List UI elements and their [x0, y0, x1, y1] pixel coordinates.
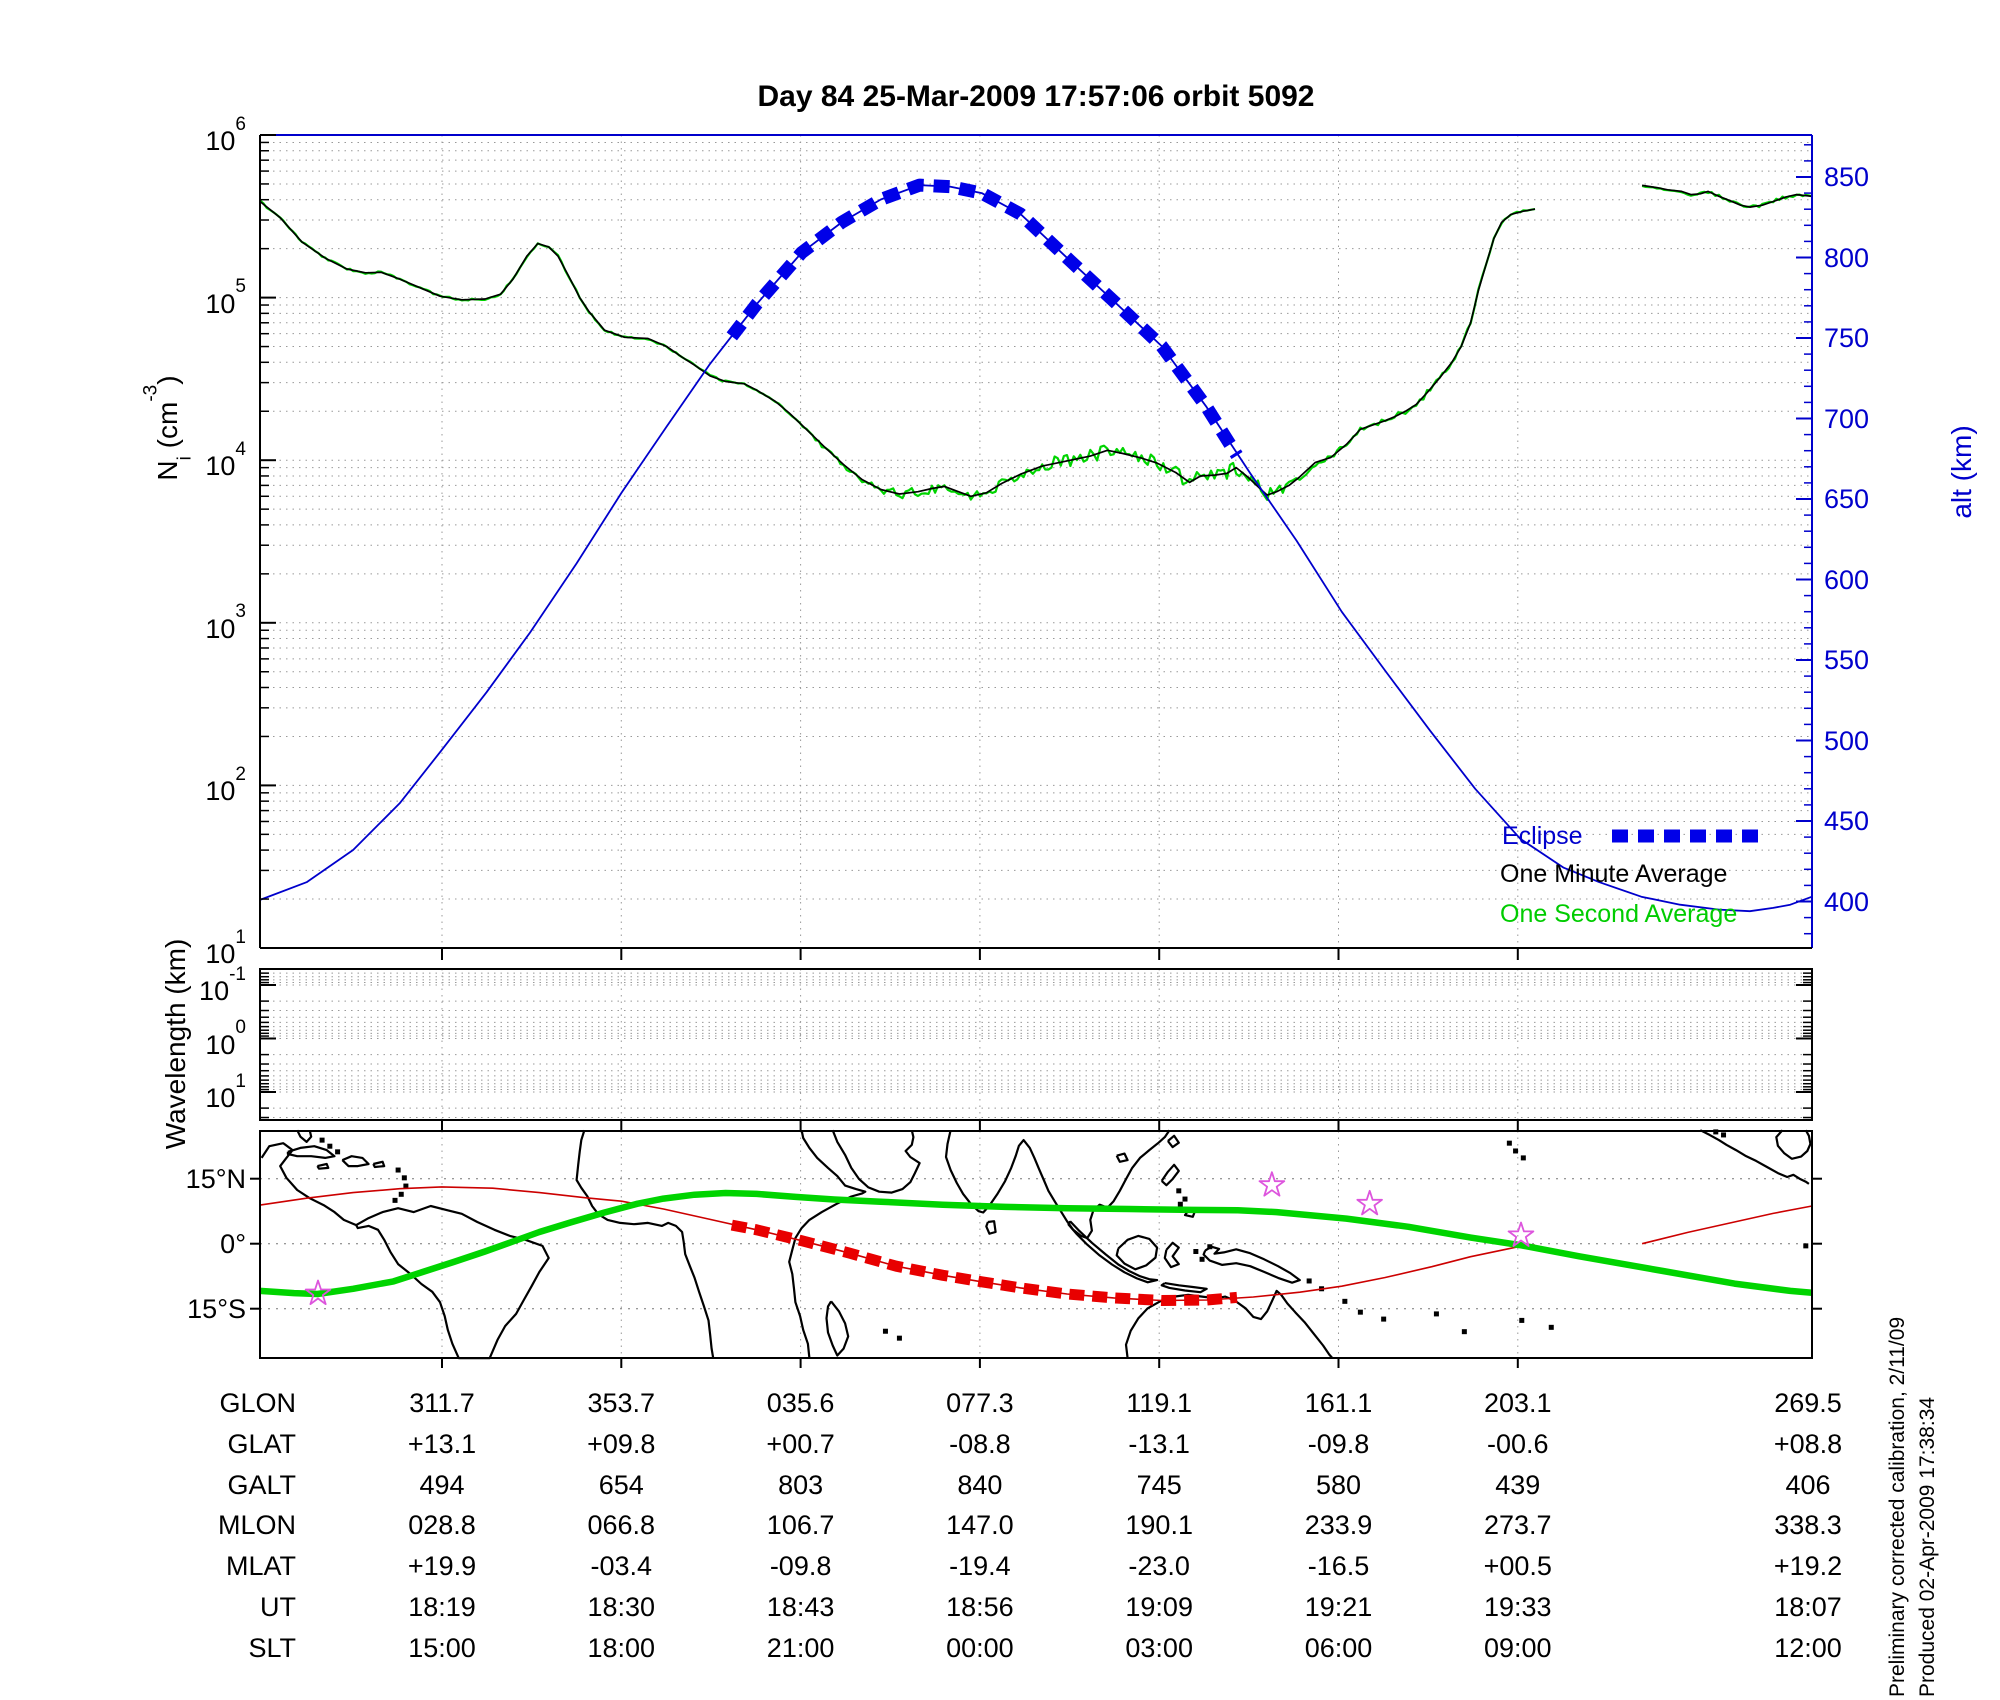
alt-tick-label: 850 [1824, 162, 1870, 192]
table-cell: 311.7 [409, 1388, 475, 1418]
legend-one-minute-label: One Minute Average [1500, 860, 1728, 888]
table-cell: 406 [1785, 1469, 1831, 1500]
legend-one-second-label: One Second Average [1500, 900, 1738, 928]
table-cell: 18:56 [946, 1592, 1014, 1622]
alt-tick-label: 650 [1824, 484, 1870, 514]
table-row-label: GALT [227, 1469, 296, 1500]
table-cell: 840 [957, 1469, 1003, 1500]
event-star-icon [1356, 1189, 1383, 1216]
ni-tick-label: 103 [205, 601, 246, 644]
table-cell: 147.0 [946, 1510, 1014, 1541]
table-cell: 077.3 [946, 1388, 1014, 1418]
table-cell: 106.7 [766, 1510, 835, 1541]
event-star-icon [1258, 1171, 1286, 1197]
alt-tick-label: 550 [1824, 645, 1870, 675]
table-cell: 580 [1315, 1469, 1362, 1500]
table-cell: +19.2 [1773, 1551, 1843, 1582]
table-row-label: MLON [217, 1510, 296, 1541]
table-cell: 203.1 [1484, 1388, 1552, 1418]
ni-tick-label: 106 [205, 113, 246, 156]
table-cell: -19.4 [949, 1551, 1011, 1582]
alt-tick-label: 500 [1824, 725, 1870, 756]
table-cell: 161.1 [1304, 1388, 1373, 1418]
table-cell: 03:00 [1125, 1632, 1193, 1663]
table-cell: 18:19 [408, 1592, 476, 1622]
table-row-label: UT [260, 1592, 296, 1622]
table-cell: 18:30 [587, 1592, 656, 1622]
table-cell: 439 [1495, 1469, 1541, 1500]
table-cell: +00.5 [1483, 1551, 1552, 1582]
table-cell: 18:07 [1774, 1592, 1842, 1622]
alt-tick-label: 400 [1824, 886, 1870, 917]
alt-tick-label: 600 [1824, 564, 1870, 595]
table-cell: +09.8 [587, 1428, 656, 1459]
table-cell: 19:21 [1304, 1592, 1373, 1622]
table-cell: 19:33 [1484, 1592, 1552, 1622]
table-cell: 18:00 [587, 1632, 656, 1663]
table-cell: 19:09 [1125, 1592, 1193, 1622]
alt-axis-label: alt (km) [1946, 425, 1977, 519]
table-cell: 09:00 [1484, 1632, 1552, 1663]
table-cell: 15:00 [408, 1632, 476, 1663]
table-cell: 273.7 [1484, 1510, 1552, 1541]
table-cell: +00.7 [766, 1428, 835, 1459]
table-cell: -09.8 [769, 1551, 832, 1582]
map-lat-label: 15°S [187, 1293, 246, 1324]
table-cell: -23.0 [1128, 1551, 1190, 1582]
ni-tick-label: 102 [205, 763, 246, 807]
event-star-icon [304, 1279, 332, 1305]
table-cell: 066.8 [587, 1510, 656, 1541]
table-row-label: SLT [248, 1632, 296, 1663]
table-row-label: GLAT [227, 1428, 296, 1459]
ni-tick-label: 104 [205, 438, 246, 482]
table-cell: 00:00 [946, 1632, 1014, 1663]
table-cell: 338.3 [1774, 1510, 1842, 1541]
table-row-label: MLAT [225, 1551, 296, 1582]
wavelength-tick-label: 10-1 [199, 963, 246, 1006]
table-cell: -03.4 [590, 1551, 653, 1582]
table-cell: 353.7 [587, 1388, 656, 1418]
table-cell: 119.1 [1126, 1388, 1192, 1418]
table-cell: 654 [598, 1469, 644, 1500]
table-cell: 12:00 [1774, 1632, 1842, 1663]
table-cell: -08.8 [949, 1428, 1011, 1459]
table-cell: 21:00 [766, 1632, 835, 1663]
table-cell: -13.1 [1128, 1428, 1190, 1459]
table-cell: +13.1 [407, 1428, 477, 1459]
table-cell: 18:43 [766, 1592, 835, 1622]
footer-calibration-note: Preliminary corrected calibration, 2/11/… [1886, 1316, 1909, 1697]
map-lat-label: 0° [220, 1228, 246, 1259]
table-cell: 233.9 [1304, 1510, 1373, 1541]
alt-tick-label: 750 [1824, 323, 1870, 353]
table-cell: -00.6 [1487, 1428, 1549, 1459]
legend-eclipse-label: Eclipse [1502, 822, 1583, 850]
table-cell: -09.8 [1307, 1428, 1370, 1459]
table-cell: +19.9 [407, 1551, 477, 1582]
ni-tick-label: 105 [205, 276, 246, 319]
map-lat-label: 15°N [185, 1163, 246, 1194]
table-cell: 269.5 [1774, 1388, 1842, 1418]
table-cell: 494 [419, 1469, 465, 1500]
footer-produced-note: Produced 02-Apr-2009 17:38:34 [1916, 1396, 1939, 1697]
table-cell: 190.1 [1125, 1510, 1193, 1541]
alt-tick-label: 800 [1824, 242, 1870, 273]
table-cell: 06:00 [1304, 1632, 1373, 1663]
table-cell: 745 [1136, 1469, 1182, 1500]
table-cell: -16.5 [1307, 1551, 1370, 1582]
table-cell: +08.8 [1773, 1428, 1843, 1459]
alt-tick-label: 700 [1824, 403, 1870, 434]
wavelength-tick-label: 101 [205, 1070, 246, 1113]
alt-tick-label: 450 [1824, 806, 1870, 836]
table-cell: 803 [778, 1469, 824, 1500]
page-title: Day 84 25-Mar-2009 17:57:06 orbit 5092 [757, 80, 1315, 113]
event-star-icon [1507, 1221, 1535, 1247]
ni-tick-label: 101 [205, 926, 246, 969]
table-row-label: GLON [219, 1388, 296, 1418]
wavelength-tick-label: 100 [205, 1017, 246, 1060]
table-cell: 028.8 [408, 1510, 476, 1541]
table-cell: 035.6 [766, 1388, 835, 1418]
